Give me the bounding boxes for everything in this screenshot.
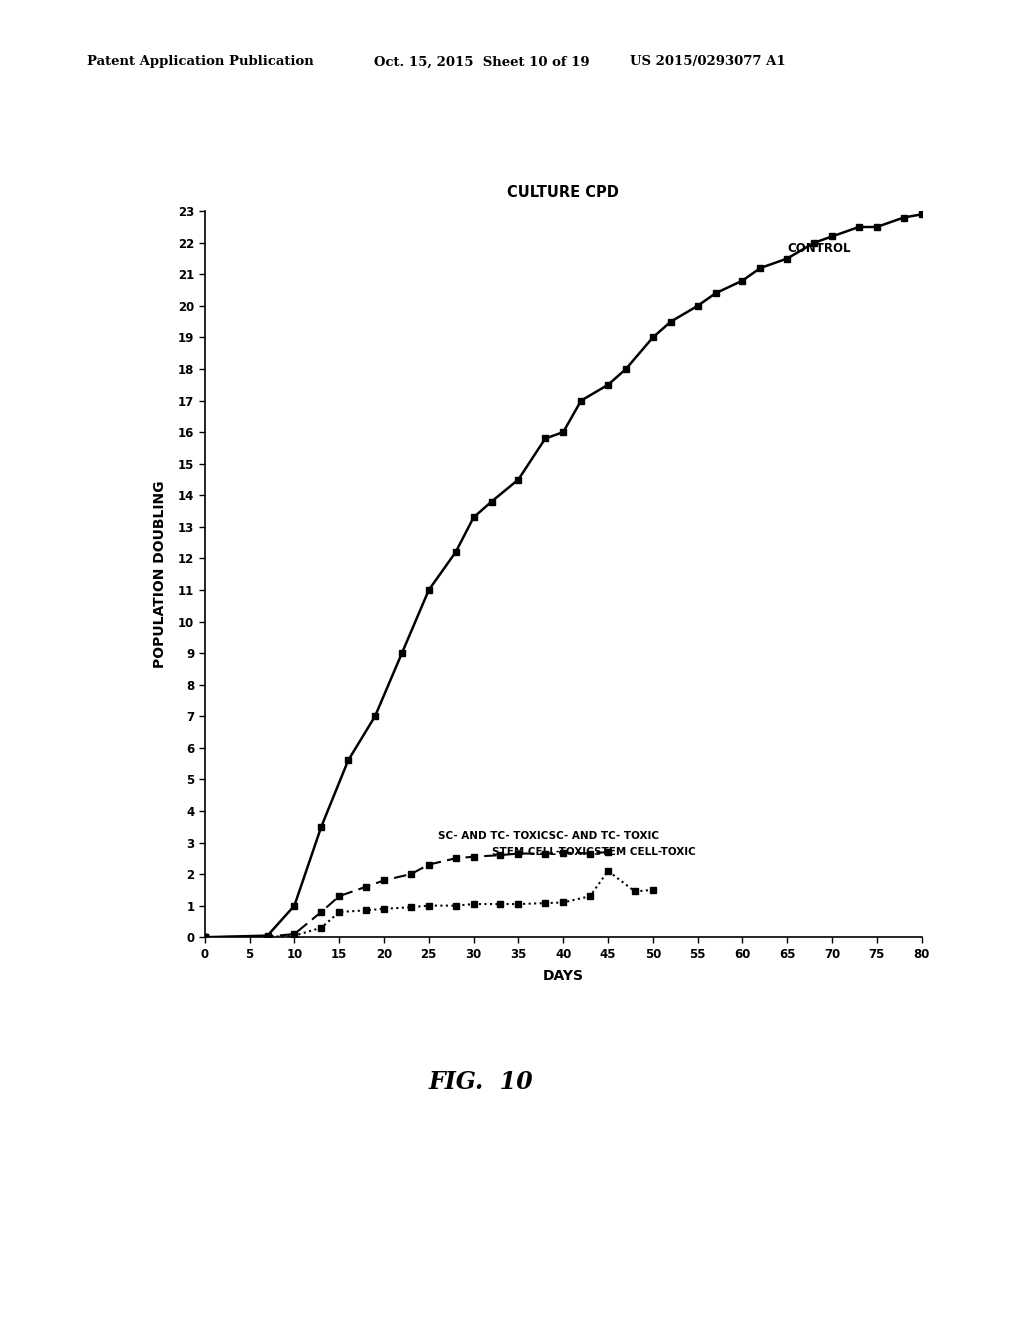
Text: Patent Application Publication: Patent Application Publication xyxy=(87,55,313,69)
Text: US 2015/0293077 A1: US 2015/0293077 A1 xyxy=(630,55,785,69)
Text: STEM CELL-TOXICSTEM CELL-TOXIC: STEM CELL-TOXICSTEM CELL-TOXIC xyxy=(492,847,695,857)
Title: CULTURE CPD: CULTURE CPD xyxy=(507,185,620,201)
Y-axis label: POPULATION DOUBLING: POPULATION DOUBLING xyxy=(153,480,167,668)
Text: FIG.  10: FIG. 10 xyxy=(429,1071,534,1094)
X-axis label: DAYS: DAYS xyxy=(543,969,584,983)
Text: SC- AND TC- TOXICSC- AND TC- TOXIC: SC- AND TC- TOXICSC- AND TC- TOXIC xyxy=(438,832,658,841)
Text: Oct. 15, 2015  Sheet 10 of 19: Oct. 15, 2015 Sheet 10 of 19 xyxy=(374,55,590,69)
Text: CONTROL: CONTROL xyxy=(787,243,851,255)
